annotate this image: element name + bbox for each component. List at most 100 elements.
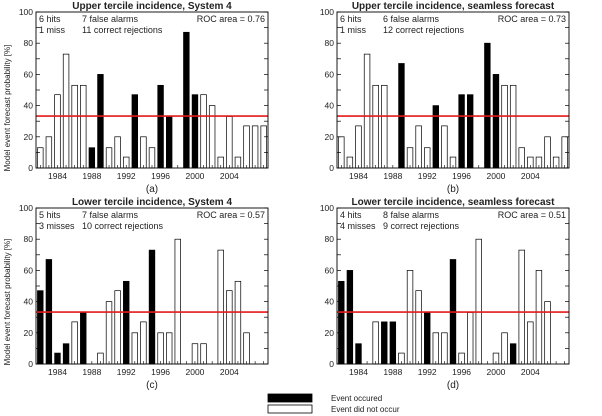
bar-2000 <box>191 94 199 169</box>
bar-1982 <box>37 147 44 169</box>
panel-title: Lower tercile incidence, System 4 <box>72 197 233 208</box>
bar-1984 <box>355 125 362 169</box>
y-tick-label: 60 <box>325 69 335 79</box>
bar-1997 <box>166 332 173 365</box>
bar-1985 <box>62 343 70 365</box>
panel-upper-system4: Upper tercile incidence, System 4 0 20 40 60… <box>19 1 269 195</box>
panel-label: (c) <box>146 380 158 391</box>
y-tick-label: 60 <box>24 69 34 79</box>
bar-2004 <box>226 116 233 169</box>
y-tick-label: 20 <box>325 132 335 142</box>
bar-1988 <box>88 147 96 169</box>
x-tick-label: 1988 <box>383 367 402 377</box>
bar-1997 <box>467 94 474 169</box>
hits-text: 5 hits <box>39 210 61 220</box>
bar-1997 <box>467 312 474 365</box>
y-tick-label: 0 <box>329 163 334 173</box>
bar-1994 <box>140 321 147 365</box>
bar-2006 <box>243 125 250 169</box>
y-tick-label: 100 <box>19 7 33 17</box>
bar-1993 <box>131 332 138 365</box>
y-tick-label: 0 <box>28 359 33 369</box>
false-alarms-text: 6 false alarms <box>383 14 440 24</box>
bar-1986 <box>372 84 379 169</box>
bar-2000 <box>492 74 500 169</box>
x-tick-label: 1996 <box>452 367 471 377</box>
bar-2003 <box>518 249 525 365</box>
bar-1985 <box>62 53 70 169</box>
bar-2001 <box>501 332 508 365</box>
bar-1990 <box>105 301 113 365</box>
x-tick-label: 1988 <box>383 171 402 181</box>
bar-1991 <box>415 125 422 169</box>
y-tick-label: 0 <box>28 163 33 173</box>
panel-title: Upper tercile incidence, System 4 <box>72 1 232 12</box>
x-tick-label: 1996 <box>151 367 170 377</box>
x-tick-label: 2000 <box>186 367 205 377</box>
x-tick-label: 1996 <box>151 171 170 181</box>
bar-1997 <box>166 116 173 169</box>
plot-frame <box>35 11 269 169</box>
bar-2001 <box>501 84 508 169</box>
bar-1982 <box>338 280 345 365</box>
panel-title: Upper tercile incidence, seamless foreca… <box>352 1 555 12</box>
bar-1984 <box>355 343 362 365</box>
x-tick-label: 1992 <box>418 171 437 181</box>
x-tick-label: 2004 <box>220 171 239 181</box>
roc-area-text: ROC area = 0.51 <box>498 210 566 220</box>
y-axis-label-top: Model event forecast probability [%] <box>3 45 12 172</box>
bar-1993 <box>131 94 138 169</box>
bar-2008 <box>260 125 267 169</box>
bar-1987 <box>80 84 87 169</box>
bar-1998 <box>475 238 482 365</box>
false-alarms-text: 7 false alarms <box>82 210 139 220</box>
y-tick-label: 0 <box>329 359 334 369</box>
bar-1994 <box>441 125 448 169</box>
misses-text: 1 miss <box>340 25 367 35</box>
bar-1983 <box>346 270 354 365</box>
y-tick-label: 20 <box>24 328 34 338</box>
y-tick-label: 100 <box>320 7 334 17</box>
y-tick-label: 20 <box>325 328 335 338</box>
bar-1994 <box>441 332 448 365</box>
hits-text: 6 hits <box>39 14 61 24</box>
bar-1994 <box>140 136 147 169</box>
bar-1984 <box>54 94 61 169</box>
x-tick-label: 1992 <box>117 171 136 181</box>
bar-1999 <box>183 31 190 169</box>
legend-label-not-occurred: Event did not occur <box>331 405 400 414</box>
bar-2003 <box>518 147 525 169</box>
x-tick-label: 2004 <box>220 367 239 377</box>
bar-2001 <box>200 94 207 169</box>
x-tick-label: 1984 <box>48 171 67 181</box>
bar-1988 <box>389 321 397 365</box>
false-alarms-text: 7 false alarms <box>82 14 139 24</box>
x-tick-label: 1992 <box>418 367 437 377</box>
bar-1996 <box>157 84 164 169</box>
x-tick-label: 2000 <box>487 367 506 377</box>
bar-2002 <box>509 343 517 365</box>
panel-label: (a) <box>146 184 158 195</box>
bar-1991 <box>114 136 121 169</box>
roc-area-text: ROC area = 0.73 <box>498 14 566 24</box>
bar-1990 <box>406 270 414 365</box>
x-tick-label: 2004 <box>521 171 540 181</box>
bar-1989 <box>97 74 104 169</box>
bar-1995 <box>148 147 156 169</box>
bar-1985 <box>363 53 371 169</box>
bar-2005 <box>234 280 242 365</box>
y-tick-label: 100 <box>320 203 334 213</box>
y-tick-label: 20 <box>24 132 34 142</box>
y-tick-label: 40 <box>24 101 34 111</box>
panel-title: Lower tercile incidence, seamless foreca… <box>352 197 556 208</box>
bar-1992 <box>424 312 431 365</box>
y-tick-label: 60 <box>325 265 335 275</box>
y-tick-label: 80 <box>325 234 335 244</box>
bar-1992 <box>123 280 130 365</box>
y-tick-label: 40 <box>325 101 335 111</box>
correct-rejections-text: 10 correct rejections <box>82 221 164 231</box>
correct-rejections-text: 9 correct rejections <box>383 221 460 231</box>
panel-lower-seamless: Lower tercile incidence, seamless foreca… <box>320 197 570 391</box>
y-tick-label: 80 <box>24 38 34 48</box>
